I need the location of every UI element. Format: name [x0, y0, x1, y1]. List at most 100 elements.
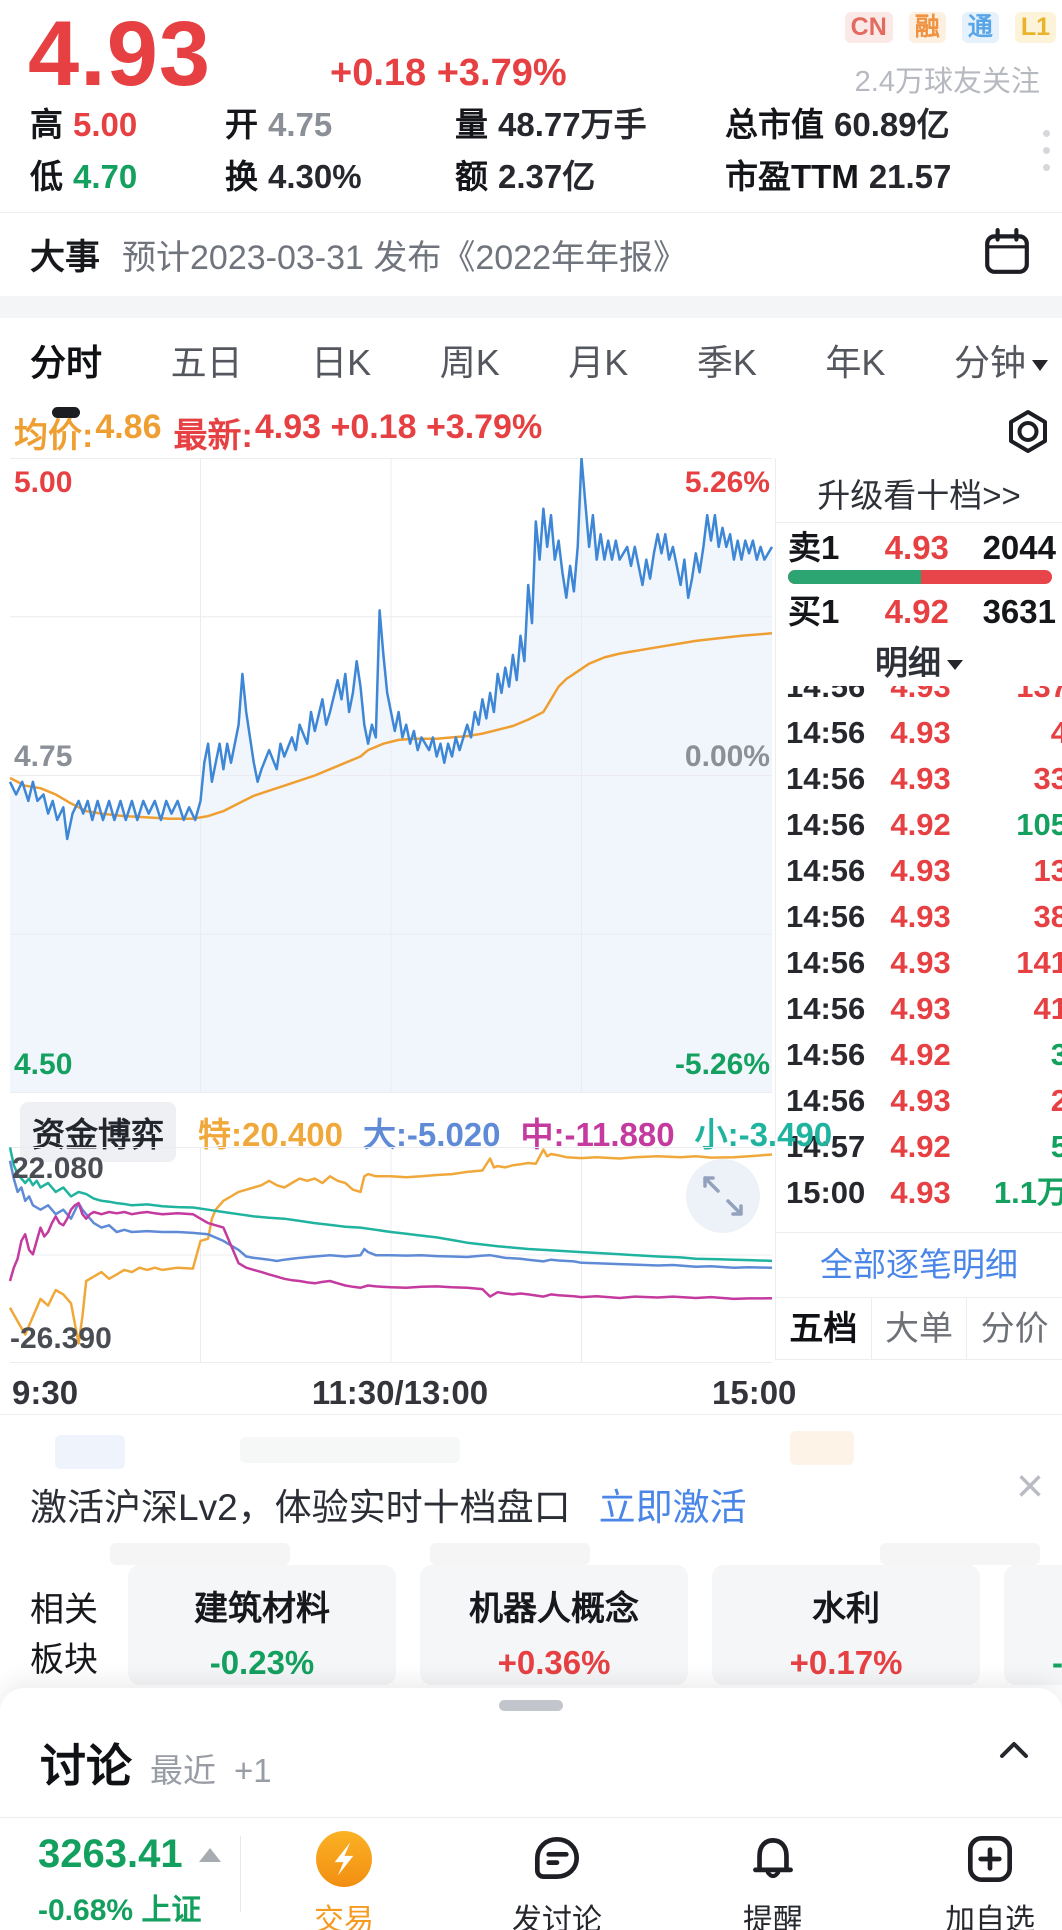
nav-trade[interactable]: 交易	[269, 1830, 419, 1930]
collapse-triangle-icon	[198, 1847, 221, 1862]
avg-value: 4.86	[95, 408, 162, 446]
chevron-down-icon	[947, 660, 963, 671]
stat-cell: 量 48.77万手	[455, 106, 647, 143]
chevron-up-icon[interactable]	[994, 1736, 1034, 1769]
trade-row: 14:56 4.93 33	[786, 761, 1062, 796]
calendar-icon[interactable]	[982, 227, 1032, 282]
order-book-panel: 升级看十档>> 卖1 4.93 2044 买1 4.92 3631 明细 14:…	[775, 458, 1062, 1360]
trade-row: 14:56 4.93 141	[786, 945, 1062, 980]
trade-row: 14:56 4.93 41	[786, 991, 1062, 1026]
discussion-sheet: 讨论 最近 +1	[0, 1688, 1062, 1817]
bid-row: 买1 4.92 3631	[788, 593, 1056, 630]
detail-dropdown[interactable]: 明细	[776, 636, 1062, 684]
ylabel-prevclose: 4.75	[14, 740, 73, 773]
trade-row: 14:56 4.92 3	[786, 1037, 1062, 1072]
market-badge: 通	[961, 12, 999, 43]
trade-row: 14:56 4.92 105	[786, 807, 1062, 842]
fund-legend-item: 中:-11.880	[520, 1116, 675, 1153]
faded-background	[55, 1435, 125, 1469]
stat-cell: 额 2.37亿	[455, 158, 596, 195]
price-change: +0.18 +3.79%	[330, 52, 567, 94]
close-icon[interactable]: ×	[1015, 1460, 1044, 1513]
last-value: 4.93 +0.18 +3.79%	[254, 408, 543, 446]
index-quote[interactable]: 3263.41 -0.68% 上证	[38, 1832, 221, 1929]
period-tab[interactable]: 季K	[696, 342, 757, 383]
index-value: 3263.41	[38, 1832, 183, 1876]
market-badge: L1	[1014, 12, 1056, 43]
period-tab[interactable]: 日K	[311, 342, 372, 383]
last-label: 最新:	[173, 417, 253, 455]
tab-minute-dropdown[interactable]: 分钟	[954, 334, 1048, 386]
xaxis-close: 15:00	[712, 1374, 797, 1411]
upgrade-level2-link[interactable]: 升级看十档>>	[817, 477, 1021, 514]
trade-detail-list[interactable]: 14:56 4.93 137 14:56 4.93 4 14:56 4.93 33 14:56 4.…	[776, 686, 1062, 1230]
all-trades-link[interactable]: 全部逐笔明细	[820, 1246, 1018, 1283]
sector-card[interactable]: 建筑材料 -0.23%	[128, 1565, 396, 1685]
stat-cell: 开 4.75	[225, 106, 333, 143]
stat-cell: 高 5.00	[30, 106, 138, 143]
quote-line: 均价: 4.86 最新: 4.93 +0.18 +3.79%	[14, 408, 542, 457]
orderbook-tab[interactable]: 大单	[870, 1298, 967, 1360]
discussion-sub: 最近	[150, 1752, 216, 1789]
ylabel-low: 4.50	[14, 1048, 73, 1081]
bottom-navbar: 3263.41 -0.68% 上证 交易 发讨论 提醒	[0, 1817, 1062, 1930]
trade-row: 14:56 4.93 38	[786, 899, 1062, 934]
trade-row: 14:56 4.93 2	[786, 1083, 1062, 1118]
faded-background	[790, 1431, 854, 1465]
sector-card[interactable]: 机器人概念 +0.36%	[420, 1565, 688, 1685]
fund-ymin: -26.390	[10, 1322, 112, 1355]
ylabel-high: 5.00	[14, 466, 73, 499]
period-tab[interactable]: 五日	[170, 342, 243, 383]
nav-alerts[interactable]: 提醒	[698, 1830, 848, 1930]
fund-legend-item: 小:-3.490	[694, 1116, 833, 1153]
sector-card[interactable]: 水利 +0.17%	[712, 1565, 980, 1685]
xaxis-noon: 11:30/13:00	[311, 1374, 489, 1411]
discussion-title: 讨论	[40, 1740, 132, 1792]
fund-flow-legend: 资金博弈 特:20.400 大:-5.020 中:-11.880 小:-3.490	[20, 1102, 832, 1162]
period-tab[interactable]: 年K	[825, 342, 886, 383]
stat-cell: 低 4.70	[30, 158, 138, 195]
stat-cell: 市盈TTM 21.57	[725, 158, 952, 195]
chart-settings-icon[interactable]	[1004, 408, 1052, 461]
chevron-down-icon	[1031, 359, 1048, 371]
orderbook-tab[interactable]: 五档	[789, 1310, 858, 1348]
fund-ymax: 22.080	[12, 1152, 104, 1185]
faded-background	[240, 1437, 460, 1463]
related-sectors: 相关 板块 建筑材料-0.23%机器人概念+0.36%水利+0.17% 共同-	[0, 1565, 1062, 1788]
fund-legend-item: 特:20.400	[198, 1116, 343, 1153]
more-menu-icon[interactable]	[1043, 130, 1050, 171]
period-tab[interactable]: 分时	[30, 334, 102, 386]
stat-cell: 总市值 60.89亿	[725, 106, 950, 143]
nav-post-discussion[interactable]: 发讨论	[482, 1830, 632, 1930]
nav-add-watchlist[interactable]: 加自选	[915, 1830, 1062, 1930]
event-row[interactable]: 大事 预计2023-03-31 发布《2022年年报》	[0, 213, 1062, 296]
quote-stats: 高 5.00 开 4.75 量 48.77万手 总市值 60.89亿低 4.70 换 4.30% 额 2…	[30, 96, 951, 200]
banner-text: 激活沪深Lv2，体验实时十档盘口	[30, 1487, 571, 1528]
ylabel-low-pct: -5.26%	[674, 1048, 770, 1081]
trade-row: 14:57 4.92 5	[786, 1129, 1062, 1164]
discussion-extra: +1	[234, 1752, 272, 1789]
sector-card[interactable]: 共同-	[1004, 1565, 1062, 1685]
orderbook-tabs: 五档 大单 分价	[776, 1297, 1062, 1360]
orderbook-tab[interactable]: 分价	[966, 1298, 1062, 1360]
ask-row: 卖1 4.93 2044	[788, 529, 1056, 566]
timeshare-chart[interactable]	[0, 458, 775, 1093]
followers-count: 2.4万球友关注	[854, 66, 1040, 98]
current-price: 4.93	[28, 3, 212, 105]
add-watchlist-icon	[961, 1835, 1019, 1892]
ylabel-zero-pct: 0.00%	[684, 740, 770, 773]
xaxis-open: 9:30	[12, 1374, 79, 1411]
avg-label: 均价:	[14, 417, 94, 455]
event-label: 大事	[30, 238, 101, 277]
trade-row: 14:56 4.93 13	[786, 853, 1062, 888]
event-text: 预计2023-03-31 发布《2022年年报》	[122, 239, 688, 277]
expand-chart-icon[interactable]	[685, 1158, 761, 1239]
comment-icon	[528, 1836, 586, 1892]
period-tab[interactable]: 月K	[568, 342, 629, 383]
period-tab[interactable]: 周K	[439, 342, 500, 383]
fund-flow-chart[interactable]	[0, 1147, 775, 1363]
banner-activate-link[interactable]: 立即激活	[598, 1487, 747, 1528]
bell-icon	[744, 1838, 802, 1892]
drag-handle[interactable]	[499, 1700, 563, 1711]
